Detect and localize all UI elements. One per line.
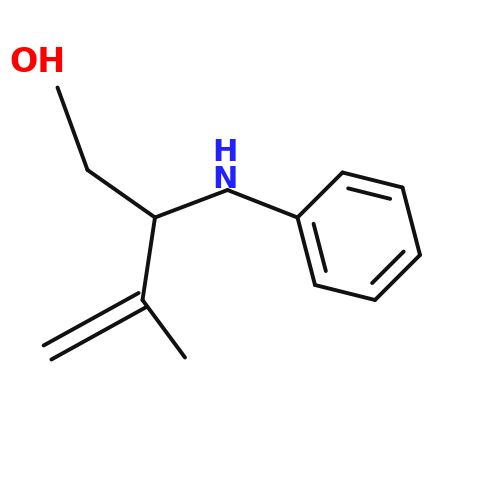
Text: H: H	[212, 138, 238, 167]
Text: N: N	[212, 166, 238, 194]
Text: OH: OH	[10, 46, 66, 79]
